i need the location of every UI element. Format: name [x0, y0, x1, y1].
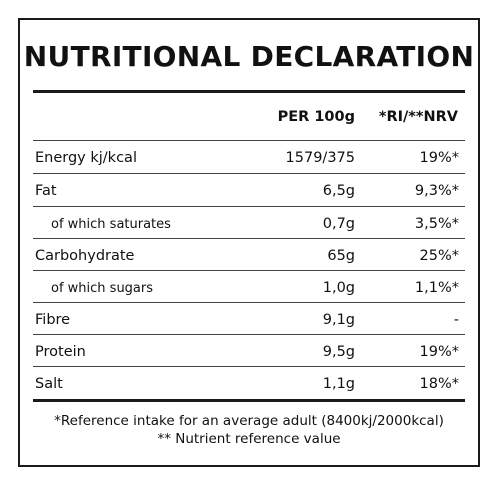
- header-divider: [33, 140, 465, 141]
- footer-divider: [33, 399, 465, 402]
- row-label: of which saturates: [51, 217, 171, 232]
- ri-footnote: *Reference intake for an average adult (…: [54, 413, 444, 429]
- table-row-salt: Salt 1,1g 18%*: [33, 367, 465, 399]
- row-per-100g: 0,7g: [322, 216, 355, 232]
- table-row-carbohydrate: Carbohydrate 65g 25%*: [33, 239, 465, 271]
- row-ri: 25%*: [419, 248, 459, 264]
- row-label: of which sugars: [51, 281, 154, 296]
- per-100g-header: PER 100g: [277, 109, 355, 125]
- row-label: Fibre: [35, 312, 71, 328]
- row-ri: -: [453, 312, 459, 328]
- row-divider: [33, 366, 465, 367]
- row-ri: 1,1%*: [414, 280, 459, 296]
- row-per-100g: 1579/375: [285, 150, 355, 166]
- row-per-100g: 6,5g: [322, 183, 355, 199]
- title-divider: [33, 90, 465, 93]
- row-divider: [33, 270, 465, 271]
- row-divider: [33, 173, 465, 174]
- row-per-100g: 65g: [327, 248, 355, 264]
- row-ri: 19%*: [419, 150, 459, 166]
- table-row-fat: Fat 6,5g 9,3%*: [33, 174, 465, 206]
- ri-nrv-header: *RI/**NRV: [378, 109, 458, 125]
- table-row-fibre: Fibre 9,1g -: [33, 303, 465, 335]
- table-header: PER 100g *RI/**NRV: [33, 95, 465, 140]
- row-label: Protein: [35, 344, 86, 360]
- row-per-100g: 1,1g: [322, 376, 355, 392]
- table-row-saturates: of which saturates 0,7g 3,5%*: [33, 207, 465, 239]
- table-row-energy: Energy kj/kcal 1579/375 19%*: [33, 141, 465, 173]
- row-label: Salt: [35, 376, 63, 392]
- row-divider: [33, 334, 465, 335]
- row-ri: 3,5%*: [414, 216, 459, 232]
- nutrition-label: NUTRITIONAL DECLARATION PER 100g *RI/**N…: [18, 18, 480, 467]
- row-label: Fat: [35, 183, 57, 199]
- row-divider: [33, 238, 465, 239]
- table-row-protein: Protein 9,5g 19%*: [33, 335, 465, 367]
- row-ri: 19%*: [419, 344, 459, 360]
- nrv-footnote: ** Nutrient reference value: [157, 431, 341, 447]
- row-label: Energy kj/kcal: [35, 150, 137, 166]
- row-divider: [33, 302, 465, 303]
- row-per-100g: 9,5g: [322, 344, 355, 360]
- row-divider: [33, 206, 465, 207]
- row-per-100g: 9,1g: [322, 312, 355, 328]
- table-row-sugars: of which sugars 1,0g 1,1%*: [33, 271, 465, 303]
- row-label: Carbohydrate: [35, 248, 135, 264]
- row-ri: 18%*: [419, 376, 459, 392]
- row-per-100g: 1,0g: [322, 280, 355, 296]
- label-title: NUTRITIONAL DECLARATION: [23, 40, 475, 73]
- row-ri: 9,3%*: [414, 183, 459, 199]
